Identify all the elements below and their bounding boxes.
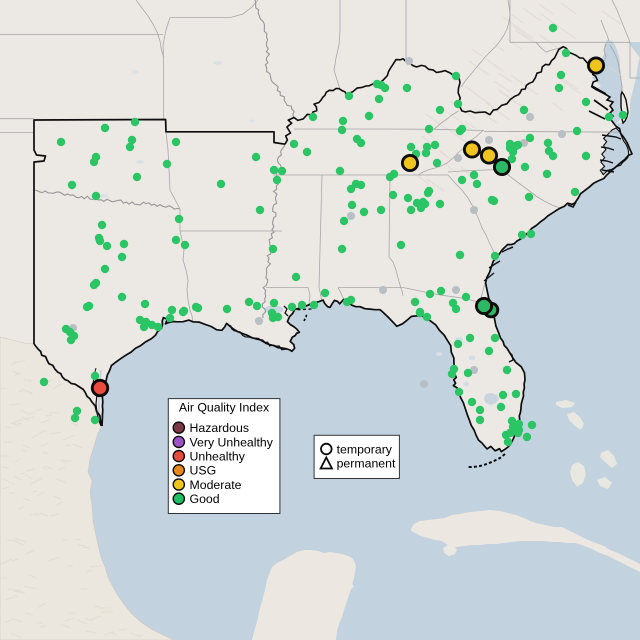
svg-text:Good: Good: [190, 492, 220, 506]
svg-text:USG: USG: [190, 464, 217, 478]
svg-text:Unhealthy: Unhealthy: [190, 450, 246, 464]
svg-text:temporary: temporary: [337, 442, 393, 456]
svg-text:Very Unhealthy: Very Unhealthy: [190, 435, 274, 449]
svg-text:Moderate: Moderate: [190, 478, 242, 492]
svg-text:Air Quality Index: Air Quality Index: [179, 400, 270, 414]
svg-text:permanent: permanent: [337, 456, 396, 470]
svg-text:Hazardous: Hazardous: [190, 421, 249, 435]
